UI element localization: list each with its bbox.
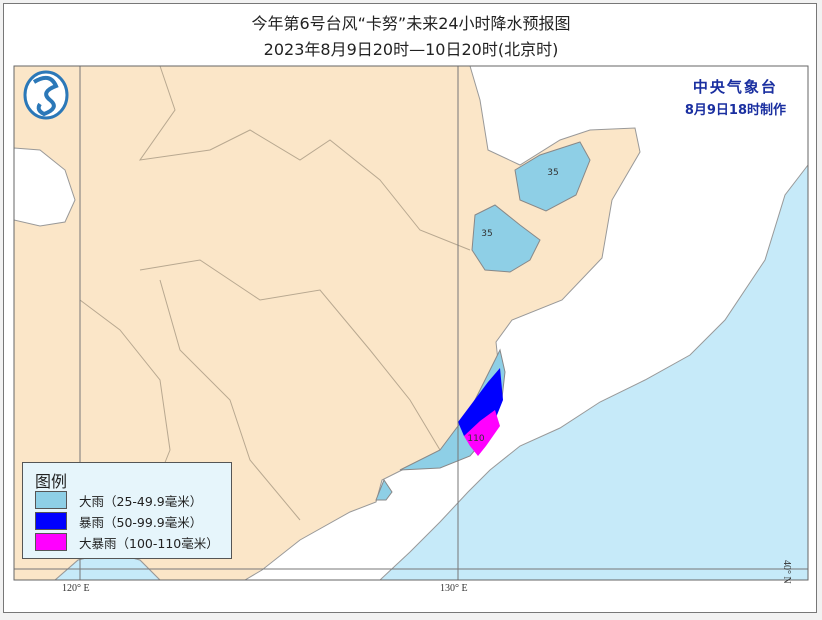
legend-label: 暴雨（50-99.9毫米） [79,514,203,530]
lake-area [13,147,76,227]
legend-label: 大暴雨（100-110毫米） [79,535,219,551]
legend-swatch [35,533,67,551]
contour-label: 35 [481,229,492,239]
legend-title: 图例 [35,472,68,491]
issuer-name: 中央气象台 [692,78,778,96]
legend-item-heavy-rain: 大雨（25-49.9毫米） [35,491,202,509]
contour-label: 35 [547,168,558,178]
legend: 图例 大雨（25-49.9毫米） 暴雨（50-99.9毫米） 大暴雨（100-1… [22,462,232,559]
heavy-rain-area [471,204,541,273]
legend-swatch [35,491,67,509]
sea-area [378,163,809,581]
contour-label: 110 [467,434,484,444]
legend-item-rainstorm: 暴雨（50-99.9毫米） [35,512,202,530]
map-title: 今年第6号台风“卡努”未来24小时降水预报图 [251,14,571,33]
lat-label-40: 40° N [781,560,792,584]
legend-item-torrential-rain: 大暴雨（100-110毫米） [35,533,219,551]
torrential-rain-area [464,410,500,456]
lon-label-130: 130° E [440,583,468,594]
heavy-rain-area [514,141,591,212]
legend-swatch [35,512,67,530]
legend-label: 大雨（25-49.9毫米） [79,493,203,509]
issue-time: 8月9日18时制作 [684,103,786,118]
map-frame [13,65,809,581]
map-subtitle: 2023年8月9日20时—10日20时(北京时) [263,40,559,59]
cma-logo-icon [23,70,69,120]
heavy-rain-area [375,478,393,501]
issuer-block: 中央气象台 8月9日18时制作 [685,76,786,118]
lon-label-120: 120° E [62,583,90,594]
